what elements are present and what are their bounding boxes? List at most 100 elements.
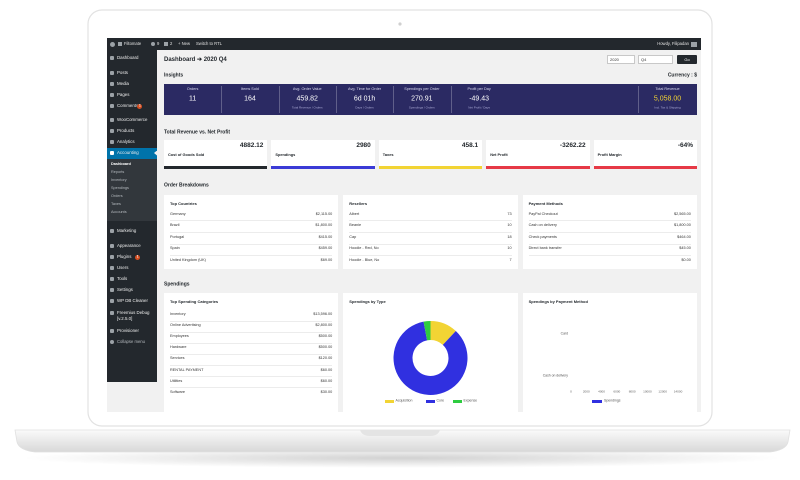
row-value: $500.00 [318, 345, 333, 350]
menu-item[interactable]: Provisioner [117, 327, 139, 333]
menu-item[interactable]: Dashboard [117, 54, 139, 60]
row-label: Inventory [170, 312, 186, 317]
y-tick-label: Card [560, 330, 568, 335]
menu-item[interactable]: Analytics [117, 138, 135, 144]
menu-icon [110, 104, 114, 108]
menu-item[interactable]: Media [117, 80, 129, 86]
row-label: Albert [349, 211, 360, 216]
panel-title: Resellers [349, 201, 368, 206]
submenu-item[interactable]: Accounts [111, 210, 127, 215]
row-value: 7 [509, 257, 512, 262]
row-label: Cash on delivery [528, 223, 557, 228]
row-divider [170, 376, 333, 377]
menu-item[interactable]: Plugins [117, 253, 132, 259]
year-value[interactable]: 2020 [610, 56, 619, 62]
y-tick-label: Cash on delivery [542, 372, 568, 377]
submenu [107, 158, 157, 221]
row-value: $500.00 [318, 334, 333, 339]
submenu-item[interactable]: Inventory [111, 178, 127, 183]
row-label: Online Advertising [170, 323, 201, 328]
howdy[interactable]: Howdy, Filipadan [657, 40, 689, 46]
quarter-select[interactable] [638, 55, 673, 64]
site-name[interactable]: Filtomate [124, 40, 142, 46]
quarter-value[interactable]: Q4 [641, 56, 647, 62]
insight-label: Total Revenue [655, 87, 680, 92]
submenu-item[interactable]: Spendings [111, 186, 129, 191]
menu-icon [110, 229, 114, 233]
menu-badge [135, 254, 141, 260]
card-value: 2980 [356, 141, 371, 149]
x-tick-label: 14000 [673, 388, 683, 393]
rtl-link[interactable]: Switch to RTL [196, 40, 222, 46]
menu-item[interactable]: Accounting [117, 149, 139, 155]
row-divider [170, 243, 333, 244]
page-title: Dashboard ➔ 2020 Q4 [164, 57, 227, 63]
menu-icon [110, 118, 114, 122]
submenu-item[interactable]: Dashboard [111, 162, 131, 167]
menu-icon [110, 129, 114, 133]
menu-icon [110, 299, 114, 303]
row-value: $30.00 [320, 389, 333, 394]
menu-item[interactable]: Products [117, 127, 135, 133]
submenu-item[interactable]: Taxes [111, 202, 121, 207]
pie-slice [430, 321, 456, 345]
row-value: $415.00 [318, 234, 333, 239]
menu-item[interactable]: Freemius Debug [117, 309, 150, 315]
card-label: Taxes [382, 152, 394, 158]
collapse-menu[interactable]: Collapse menu [117, 338, 145, 344]
menu-badge-count: 1 [136, 254, 139, 259]
legend-swatch [452, 399, 462, 403]
row-divider [349, 255, 512, 256]
menu-item[interactable]: Pages [117, 91, 130, 97]
menu-item[interactable]: Posts [117, 69, 128, 75]
year-select[interactable] [607, 55, 635, 64]
row-value: $60.00 [320, 367, 333, 372]
home-icon [118, 42, 122, 46]
insight-value: 270.91 [411, 95, 433, 103]
section-title: Order Breakdowns [164, 182, 209, 189]
card-label: Profit Margin [597, 152, 622, 158]
menu-item-sub: [v.2.5.0] [117, 315, 133, 321]
insight-note: Spendings / Orders [408, 105, 435, 109]
menu-item[interactable]: Marketing [117, 227, 137, 233]
cell-divider [450, 86, 452, 113]
menu-icon [110, 140, 114, 144]
summary-card [271, 140, 375, 169]
submenu-item[interactable]: Orders [111, 194, 123, 199]
row-label: Utilities [170, 378, 183, 383]
menu-item[interactable]: Tools [117, 275, 128, 281]
x-tick-label: 8000 [628, 388, 636, 393]
summary-card [486, 140, 590, 169]
submenu-item[interactable]: Reports [111, 170, 125, 175]
menu-item[interactable]: WooCommerce [117, 116, 148, 122]
menu-item[interactable]: WP DB Cleaner [117, 297, 148, 303]
panel-title: Spendings by Type [349, 299, 386, 304]
row-label: Hardware [170, 345, 187, 350]
insight-value: 5,058.00 [653, 95, 682, 103]
row-label: Check payments [528, 234, 557, 239]
new-link[interactable]: + New [178, 40, 190, 46]
menu-item[interactable]: Users [117, 264, 129, 270]
cell-divider [393, 86, 394, 113]
row-value: $120.00 [318, 356, 333, 361]
comments-icon [164, 42, 168, 46]
menu-item[interactable]: Appearance [117, 242, 141, 248]
menu-item[interactable]: Comments [117, 102, 139, 108]
menu-item[interactable]: Settings [117, 286, 133, 292]
menu-badge-count: 1 [139, 103, 141, 108]
go-button[interactable] [677, 55, 697, 64]
row-label: Germany [170, 211, 186, 216]
row-divider [528, 231, 691, 233]
row-label: Hoodie - Blue, No [349, 257, 380, 262]
menu-icon [110, 266, 114, 270]
row-divider [170, 220, 333, 221]
row-divider [170, 353, 333, 355]
menu-icon [110, 277, 114, 281]
row-divider [528, 255, 691, 256]
wp-logo [109, 41, 115, 47]
go-label[interactable]: Go [684, 56, 690, 62]
insight-value: 6d 01h [353, 95, 376, 103]
row-value: $45.00 [679, 246, 691, 251]
insight-label: Avg. Time for Order [348, 87, 382, 92]
